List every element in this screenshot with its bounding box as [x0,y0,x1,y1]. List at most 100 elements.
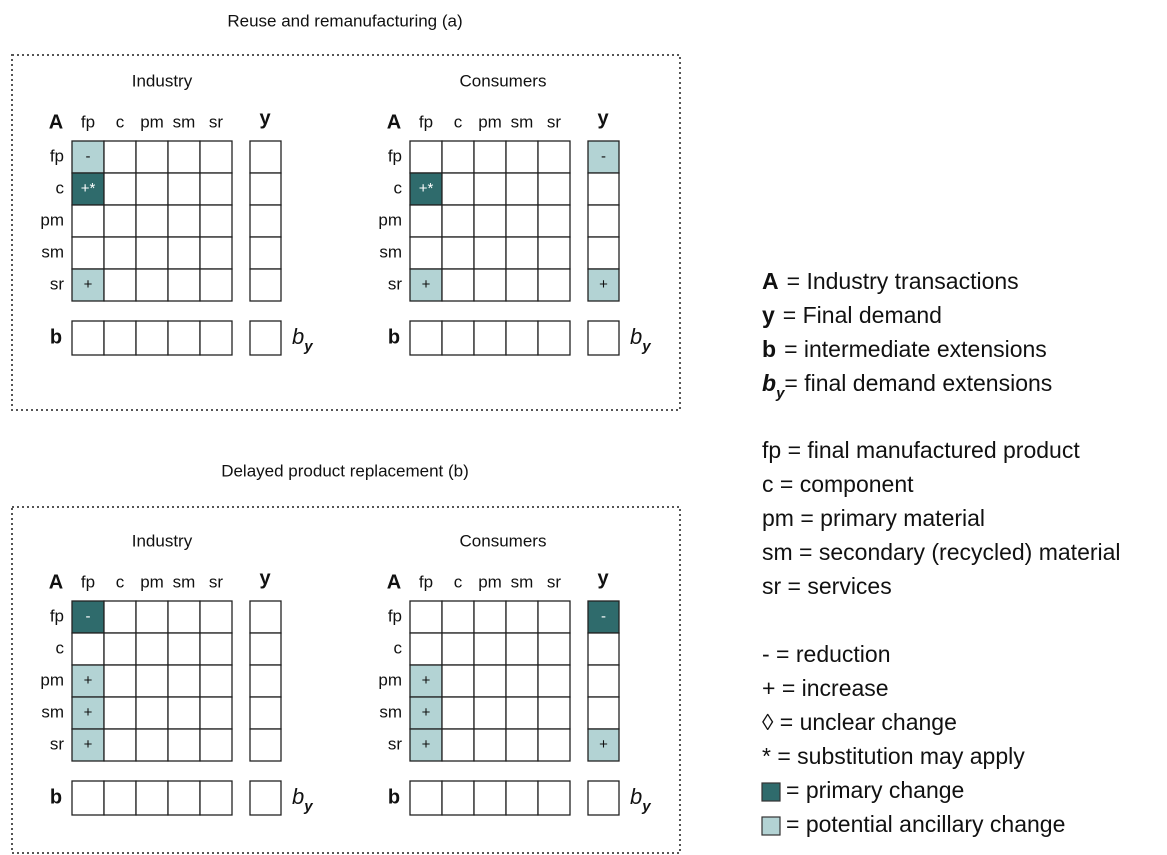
cell-mark: + [422,704,431,721]
cell [249,140,282,174]
cell [505,696,539,730]
final-extension-label: by [292,324,313,355]
cell [537,204,571,238]
legend-text: pm = primary material [762,505,985,531]
row-label: sr [388,274,403,293]
demand-label: y [259,567,271,589]
column-label: pm [478,572,502,591]
extension-label: b [388,786,400,808]
cell [167,664,201,698]
cell [71,632,105,666]
column-label: sr [209,112,224,131]
cell [473,204,507,238]
column-label: fp [81,112,95,131]
legend-item: A = Industry transactions [762,268,1019,294]
cell [199,268,233,302]
legend-item: + = increase [762,675,889,701]
matrix-label: Industry [132,71,193,90]
final-extension-label: by [292,784,313,815]
cell [473,236,507,270]
cell [167,728,201,762]
cell [199,172,233,206]
legend-text: = primary change [786,777,964,803]
corner-label: A [49,571,63,593]
cell [199,204,233,238]
column-label: sr [547,572,562,591]
cell [587,236,620,270]
legend-text: = Industry transactions [787,268,1019,294]
legend-item: = primary change [786,777,964,803]
cell [505,728,539,762]
column-label: fp [419,112,433,131]
cell [103,204,137,238]
legend-item: y = Final demand [762,302,942,328]
extension-cell [135,780,169,816]
cell [103,236,137,270]
cell [135,140,169,174]
extension-cell [537,320,571,356]
subscript: y [303,338,313,355]
cell [473,140,507,174]
cell [587,600,620,634]
demand-label: y [597,107,609,129]
legend-text: - = reduction [762,641,891,667]
legend-text: = final demand extensions [784,370,1052,396]
legend-item: sm = secondary (recycled) material [762,539,1121,565]
cell [587,140,620,174]
column-label: sm [511,112,534,131]
legend-text: fp = final manufactured product [762,437,1080,463]
extension-cell [441,780,475,816]
final-extension-cell [249,320,282,356]
cell [505,268,539,302]
legend-text: sr = services [762,573,892,599]
cell [505,140,539,174]
cell [71,664,105,698]
cell [409,236,443,270]
cell [103,268,137,302]
cell [505,664,539,698]
extension-cell [473,780,507,816]
extension-cell [199,780,233,816]
legend-text: + = increase [762,675,889,701]
cell-mark: + [84,672,93,689]
cell [505,236,539,270]
symbol: b [292,324,304,349]
cell-mark: - [86,608,91,625]
cell-mark: - [601,608,606,625]
column-label: sr [209,572,224,591]
row-label: fp [50,146,64,165]
cell [71,600,105,634]
row-label: sm [379,702,402,721]
extension-cell [167,780,201,816]
cell [103,696,137,730]
cell [71,728,105,762]
corner-label: A [387,111,401,133]
row-label: c [56,638,65,657]
cell [505,632,539,666]
row-label: pm [40,670,64,689]
subscript: y [303,798,313,815]
legend-symbol: y [762,302,775,328]
legend-text: ◊ = unclear change [762,709,957,735]
cell [441,236,475,270]
legend-item: - = reduction [762,641,891,667]
row-label: sr [50,734,65,753]
cell [587,268,620,302]
cell [409,268,443,302]
legend-subscript: y [775,385,785,402]
final-extension-cell [587,320,620,356]
legend-item: b = intermediate extensions [762,336,1047,362]
cell [249,236,282,270]
panel-frame [11,506,681,854]
legend-item: * = substitution may apply [762,743,1025,769]
cell [103,664,137,698]
extension-cell [505,320,539,356]
cell [167,204,201,238]
extension-cell [103,320,137,356]
row-label: sm [41,242,64,261]
corner-label: A [387,571,401,593]
cell [71,204,105,238]
legend-item: fp = final manufactured product [762,437,1080,463]
cell [199,632,233,666]
legend-item: sr = services [762,573,892,599]
